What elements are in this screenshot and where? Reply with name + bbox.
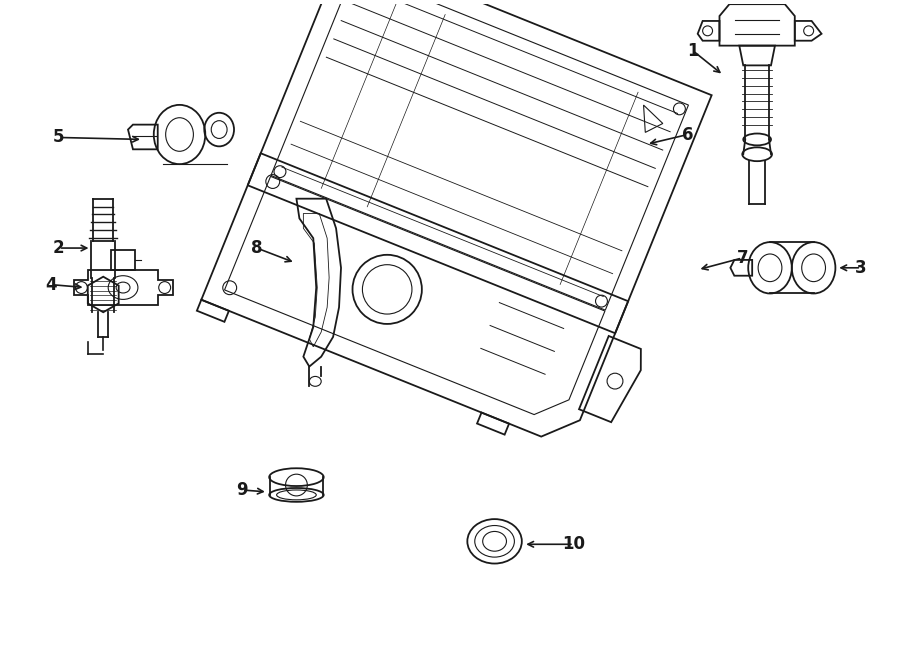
Text: 7: 7 — [736, 249, 748, 267]
Text: 1: 1 — [687, 42, 698, 60]
Text: 6: 6 — [682, 126, 694, 144]
Text: 9: 9 — [236, 481, 248, 499]
Text: 10: 10 — [562, 536, 585, 553]
Text: 8: 8 — [251, 239, 263, 257]
Text: 5: 5 — [53, 128, 65, 146]
Text: 4: 4 — [45, 275, 57, 293]
Text: 3: 3 — [855, 259, 867, 277]
Text: 2: 2 — [53, 239, 65, 257]
